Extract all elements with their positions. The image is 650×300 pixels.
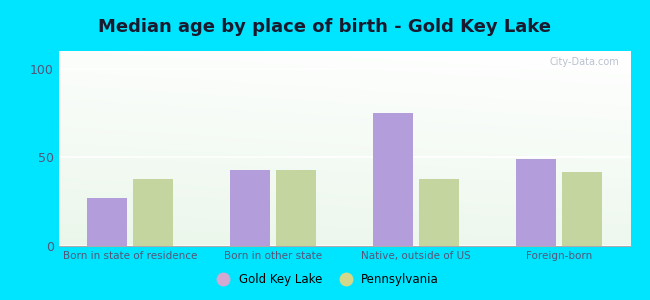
Bar	[87, 198, 127, 246]
Bar	[516, 159, 556, 246]
Bar	[562, 172, 602, 246]
Bar	[133, 178, 173, 246]
Bar	[276, 170, 316, 246]
Text: City-Data.com: City-Data.com	[549, 57, 619, 67]
Legend: Gold Key Lake, Pennsylvania: Gold Key Lake, Pennsylvania	[207, 269, 443, 291]
Bar	[373, 113, 413, 246]
Bar	[419, 178, 459, 246]
Text: Median age by place of birth - Gold Key Lake: Median age by place of birth - Gold Key …	[99, 18, 551, 36]
Bar	[230, 170, 270, 246]
